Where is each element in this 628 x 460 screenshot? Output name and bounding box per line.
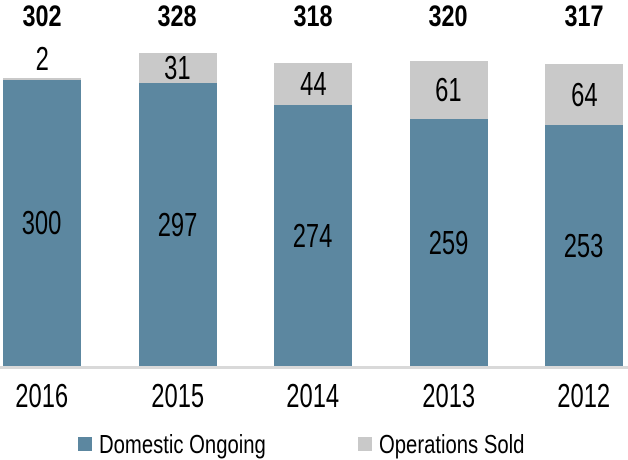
legend-swatch-domestic-ongoing-icon <box>78 437 92 451</box>
total-label: 302 <box>22 0 62 33</box>
bar-segment-domestic-ongoing <box>3 79 81 366</box>
bar-segment-domestic-ongoing <box>545 124 623 366</box>
legend-swatch-operations-sold-icon <box>358 437 372 451</box>
category-label: 2015 <box>151 376 204 414</box>
bar-segment-domestic-ongoing <box>138 82 217 366</box>
bar-segment-operations-sold <box>545 63 623 125</box>
category-label: 2013 <box>422 376 475 414</box>
legend-label-domestic-ongoing: Domestic Ongoing <box>99 429 266 459</box>
bar-segment-domestic-ongoing <box>274 104 352 366</box>
bar-segment-operations-sold <box>138 53 217 83</box>
total-label: 328 <box>157 0 198 33</box>
segment-value-label-operations-sold: 2 <box>35 40 49 78</box>
total-label: 318 <box>293 0 333 33</box>
category-label: 2016 <box>15 376 69 414</box>
category-label: 2012 <box>557 376 611 414</box>
category-label: 2014 <box>286 376 340 414</box>
total-label: 317 <box>564 0 604 33</box>
bar-segment-domestic-ongoing <box>409 118 488 366</box>
x-axis-line <box>0 366 628 369</box>
bar-segment-operations-sold <box>409 60 488 119</box>
legend-item-domestic-ongoing: Domestic Ongoing <box>78 431 313 457</box>
bar-segment-operations-sold <box>3 77 81 80</box>
total-label: 320 <box>428 0 469 33</box>
legend-label-operations-sold: Operations Sold <box>379 429 525 459</box>
bar-segment-operations-sold <box>274 62 352 105</box>
legend-item-operations-sold: Operations Sold <box>358 431 565 457</box>
